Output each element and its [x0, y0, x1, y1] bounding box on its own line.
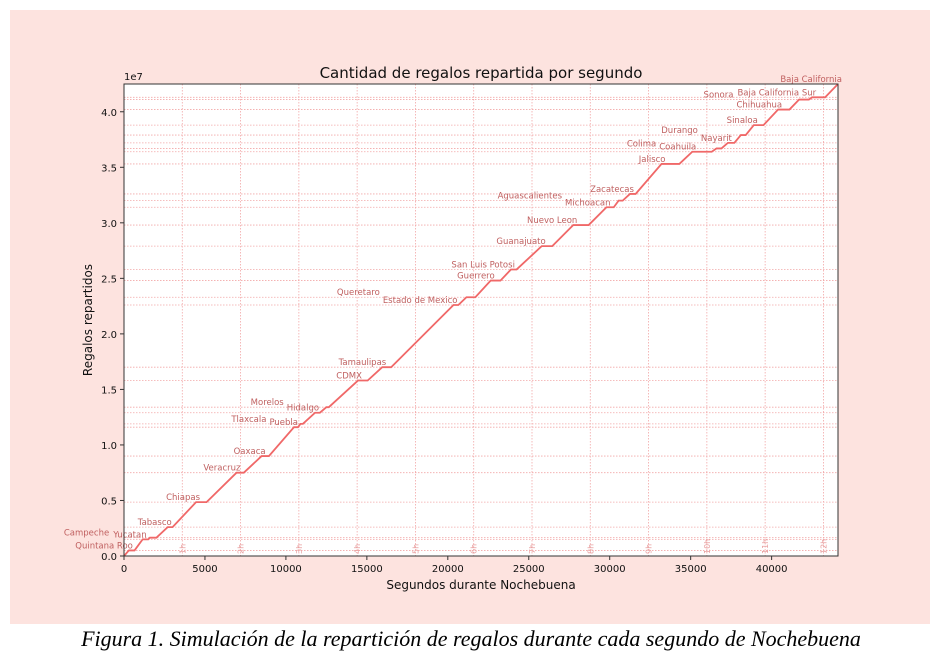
y-tick-label: 1.0 — [101, 441, 117, 452]
x-tick-label: 20000 — [432, 564, 464, 575]
state-label: Sonora — [704, 91, 734, 101]
x-tick-label: 15000 — [351, 564, 383, 575]
hour-label: 4h — [353, 544, 362, 554]
state-label: CDMX — [336, 372, 362, 382]
hour-label: 12h — [819, 539, 828, 554]
y-tick-label: 0.5 — [101, 496, 117, 507]
hour-label: 6h — [470, 544, 479, 554]
state-label: Chihuahua — [736, 101, 782, 111]
hour-label: 5h — [411, 544, 420, 554]
y-axis-label: Regalos repartidos — [81, 264, 95, 376]
y-offset-label: 1e7 — [124, 72, 143, 83]
state-label: Guanajuato — [496, 237, 545, 247]
state-label: Oaxaca — [234, 447, 266, 457]
state-label: Queretaro — [337, 288, 380, 298]
gift-line — [123, 83, 839, 557]
state-label: Jalisco — [638, 155, 666, 165]
x-tick-label: 35000 — [675, 564, 707, 575]
chart-title: Cantidad de regalos repartida por segund… — [320, 64, 643, 82]
hour-label: 8h — [586, 544, 595, 554]
state-label: Puebla — [269, 418, 298, 428]
hour-label: 11h — [761, 539, 770, 554]
x-tick-label: 40000 — [756, 564, 788, 575]
x-tick-label: 5000 — [192, 564, 217, 575]
state-label: Estado de Mexico — [383, 296, 458, 306]
state-label: Chiapas — [166, 493, 200, 503]
plot-area — [124, 84, 838, 556]
state-label: Veracruz — [203, 464, 241, 474]
state-label: Baja California — [780, 75, 842, 85]
state-label: Aguascalientes — [498, 192, 563, 202]
figure-caption: Figura 1. Simulación de la repartición d… — [81, 626, 861, 651]
state-label: Quintana Roo — [75, 541, 133, 551]
hour-label: 7h — [528, 544, 537, 554]
y-tick-label: 2.0 — [101, 330, 117, 341]
state-label: Colima — [627, 139, 656, 149]
state-label: Guerrero — [457, 272, 495, 282]
state-label: Tamaulipas — [338, 358, 387, 368]
y-tick-label: 1.5 — [101, 385, 117, 396]
x-tick-label: 30000 — [594, 564, 626, 575]
hour-label: 1h — [178, 544, 187, 554]
state-label: Tabasco — [137, 518, 172, 528]
state-label: Durango — [661, 126, 698, 136]
y-tick-label: 4.0 — [101, 108, 117, 119]
y-tick-label: 0.0 — [101, 552, 117, 563]
x-axis-label: Segundos durante Nochebuena — [386, 578, 575, 592]
state-label: Tlaxcala — [230, 415, 266, 425]
state-label: Nayarit — [701, 134, 733, 144]
state-label: Zacatecas — [590, 185, 634, 195]
hour-label: 2h — [237, 544, 246, 554]
state-label: Campeche — [64, 529, 109, 539]
state-label: San Luis Potosi — [451, 260, 515, 270]
hour-label: 3h — [295, 544, 304, 554]
hour-label: 9h — [645, 544, 654, 554]
state-label: Yucatan — [112, 530, 146, 540]
hour-label: 10h — [703, 539, 712, 554]
x-tick-label: 0 — [121, 564, 127, 575]
state-label: Coahuila — [659, 143, 696, 153]
state-label: Morelos — [251, 398, 285, 408]
state-label: Baja California Sur — [737, 88, 816, 98]
x-tick-label: 25000 — [513, 564, 545, 575]
plot-frame — [123, 83, 839, 557]
y-tick-label: 3.5 — [101, 163, 117, 174]
state-label: Nuevo Leon — [527, 216, 577, 226]
state-label: Hidalgo — [287, 404, 319, 414]
y-tick-label: 2.5 — [101, 274, 117, 285]
state-label: Michoacan — [565, 198, 610, 208]
state-label: Sinaloa — [727, 116, 758, 126]
x-tick-label: 10000 — [270, 564, 302, 575]
y-tick-label: 3.0 — [101, 219, 117, 230]
